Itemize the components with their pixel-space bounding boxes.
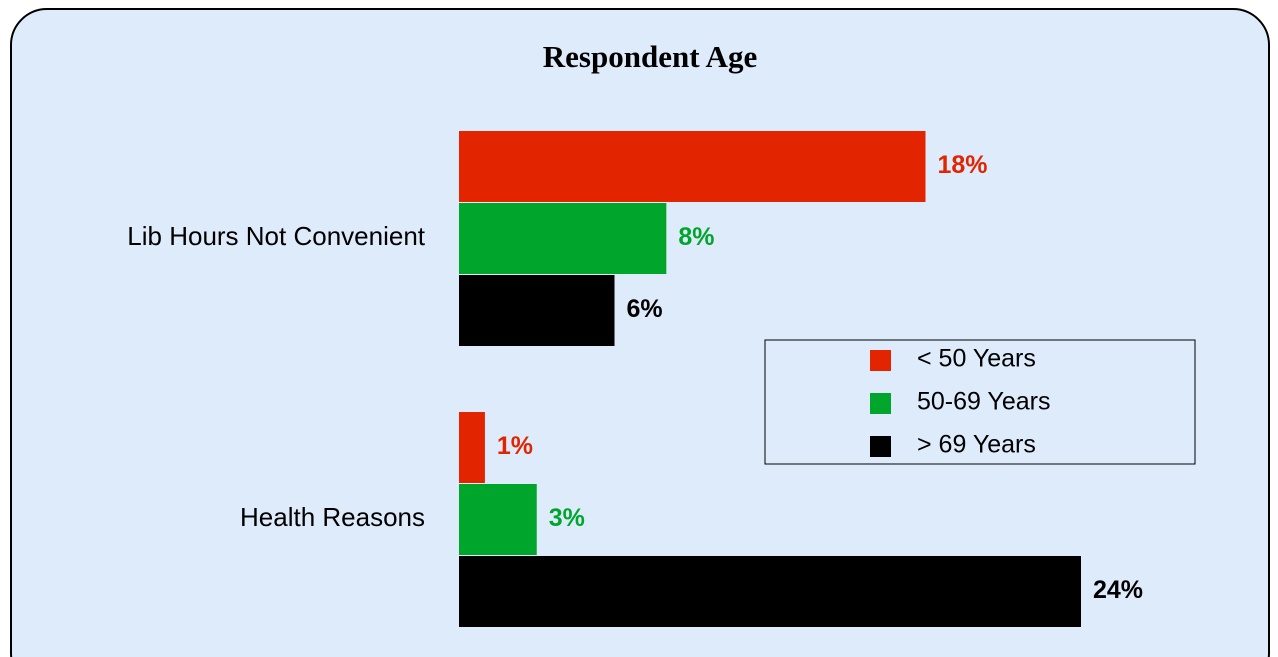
- value-label: 24%: [1093, 576, 1143, 604]
- chart-title: Respondent Age: [543, 39, 757, 74]
- bar: [459, 484, 537, 555]
- legend-swatch: [870, 436, 891, 457]
- category-label: Lib Hours Not Convenient: [127, 221, 425, 251]
- value-label: 6%: [627, 295, 663, 323]
- bar: [459, 556, 1081, 627]
- legend-swatch: [870, 350, 891, 371]
- legend-label: < 50 Years: [917, 345, 1036, 373]
- bar: [459, 131, 926, 202]
- bar: [459, 412, 485, 483]
- value-label: 3%: [549, 504, 585, 532]
- legend-swatch: [870, 393, 891, 414]
- legend-label: > 69 Years: [917, 431, 1036, 459]
- value-label: 1%: [497, 432, 533, 460]
- legend-box: [764, 339, 1196, 465]
- bar: [459, 275, 615, 346]
- value-label: 8%: [678, 223, 714, 251]
- frame: [10, 8, 1270, 657]
- value-label: 18%: [938, 151, 988, 179]
- category-label: Health Reasons: [240, 502, 425, 532]
- legend-label: 50-69 Years: [917, 388, 1050, 416]
- bar: [459, 203, 667, 274]
